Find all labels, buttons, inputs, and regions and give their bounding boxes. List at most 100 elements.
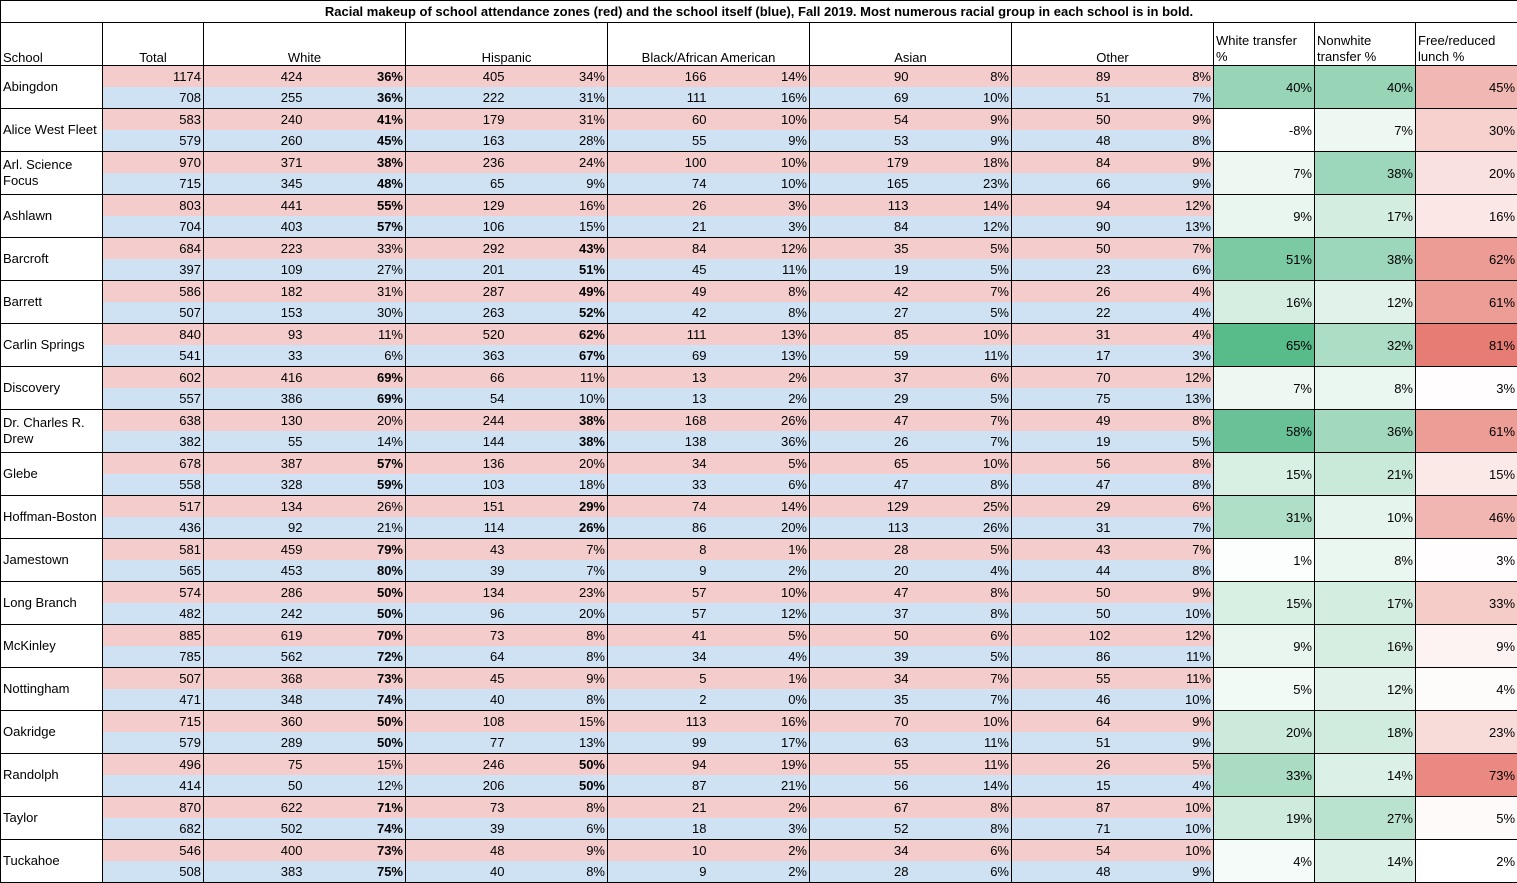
white-count: 387	[204, 453, 305, 475]
free-reduced-lunch-percent: 61%	[1416, 281, 1517, 324]
hispanic-count: 163	[406, 130, 507, 152]
other-count: 94	[1012, 195, 1113, 217]
black-count: 34	[608, 646, 709, 668]
hispanic-count: 405	[406, 66, 507, 88]
asian-count: 113	[810, 517, 911, 539]
black-count: 57	[608, 582, 709, 604]
hispanic-percent: 38%	[507, 431, 608, 453]
free-reduced-lunch-percent: 33%	[1416, 582, 1517, 625]
white-percent: 48%	[305, 173, 406, 195]
hispanic-count: 96	[406, 603, 507, 625]
school-name: Barrett	[1, 281, 103, 324]
white-percent: 55%	[305, 195, 406, 217]
asian-count: 34	[810, 668, 911, 690]
hispanic-count: 73	[406, 625, 507, 647]
asian-percent: 11%	[911, 732, 1012, 754]
hispanic-count: 40	[406, 861, 507, 883]
black-count: 57	[608, 603, 709, 625]
black-percent: 2%	[709, 840, 810, 862]
total-cell: 557	[103, 388, 204, 410]
asian-count: 28	[810, 861, 911, 883]
other-percent: 12%	[1113, 367, 1214, 389]
white-percent: 69%	[305, 367, 406, 389]
hispanic-count: 263	[406, 302, 507, 324]
total-cell: 508	[103, 861, 204, 883]
hispanic-percent: 6%	[507, 818, 608, 840]
white-percent: 21%	[305, 517, 406, 539]
free-reduced-lunch-percent: 9%	[1416, 625, 1517, 668]
school-name: Barcroft	[1, 238, 103, 281]
other-percent: 12%	[1113, 195, 1214, 217]
other-percent: 8%	[1113, 453, 1214, 475]
asian-count: 90	[810, 66, 911, 88]
nonwhite-transfer-percent: 7%	[1315, 109, 1416, 152]
other-percent: 7%	[1113, 87, 1214, 109]
nonwhite-transfer-percent: 14%	[1315, 754, 1416, 797]
hispanic-count: 136	[406, 453, 507, 475]
header-nonwhite-transfer: Nonwhite transfer %	[1315, 23, 1416, 66]
other-count: 75	[1012, 388, 1113, 410]
white-count: 153	[204, 302, 305, 324]
hispanic-count: 134	[406, 582, 507, 604]
hispanic-count: 244	[406, 410, 507, 432]
asian-percent: 8%	[911, 797, 1012, 819]
black-percent: 21%	[709, 775, 810, 797]
other-percent: 13%	[1113, 388, 1214, 410]
white-percent: 26%	[305, 496, 406, 518]
other-percent: 8%	[1113, 474, 1214, 496]
black-percent: 10%	[709, 582, 810, 604]
other-percent: 10%	[1113, 797, 1214, 819]
hispanic-count: 48	[406, 840, 507, 862]
asian-count: 19	[810, 259, 911, 281]
black-percent: 14%	[709, 66, 810, 88]
white-count: 416	[204, 367, 305, 389]
other-count: 50	[1012, 109, 1113, 131]
black-count: 2	[608, 689, 709, 711]
total-cell: 638	[103, 410, 204, 432]
asian-percent: 10%	[911, 324, 1012, 346]
asian-count: 47	[810, 582, 911, 604]
white-count: 242	[204, 603, 305, 625]
hispanic-percent: 62%	[507, 324, 608, 346]
nonwhite-transfer-percent: 38%	[1315, 152, 1416, 195]
asian-count: 67	[810, 797, 911, 819]
white-count: 240	[204, 109, 305, 131]
asian-percent: 8%	[911, 603, 1012, 625]
hispanic-percent: 34%	[507, 66, 608, 88]
total-cell: 558	[103, 474, 204, 496]
asian-count: 47	[810, 474, 911, 496]
asian-percent: 10%	[911, 711, 1012, 733]
black-count: 84	[608, 238, 709, 260]
white-count: 328	[204, 474, 305, 496]
asian-percent: 10%	[911, 453, 1012, 475]
asian-percent: 8%	[911, 582, 1012, 604]
white-transfer-percent: 1%	[1214, 539, 1315, 582]
total-cell: 885	[103, 625, 204, 647]
total-cell: 541	[103, 345, 204, 367]
other-percent: 9%	[1113, 152, 1214, 174]
white-percent: 72%	[305, 646, 406, 668]
white-transfer-percent: 19%	[1214, 797, 1315, 840]
black-percent: 19%	[709, 754, 810, 776]
black-percent: 2%	[709, 560, 810, 582]
hispanic-percent: 28%	[507, 130, 608, 152]
white-transfer-percent: 65%	[1214, 324, 1315, 367]
white-count: 348	[204, 689, 305, 711]
nonwhite-transfer-percent: 38%	[1315, 238, 1416, 281]
total-cell: 840	[103, 324, 204, 346]
asian-count: 50	[810, 625, 911, 647]
free-reduced-lunch-percent: 4%	[1416, 668, 1517, 711]
free-reduced-lunch-percent: 3%	[1416, 367, 1517, 410]
free-reduced-lunch-percent: 20%	[1416, 152, 1517, 195]
nonwhite-transfer-percent: 32%	[1315, 324, 1416, 367]
asian-count: 35	[810, 238, 911, 260]
hispanic-percent: 29%	[507, 496, 608, 518]
header-hispanic: Hispanic	[406, 23, 608, 66]
white-count: 33	[204, 345, 305, 367]
white-count: 50	[204, 775, 305, 797]
black-count: 87	[608, 775, 709, 797]
